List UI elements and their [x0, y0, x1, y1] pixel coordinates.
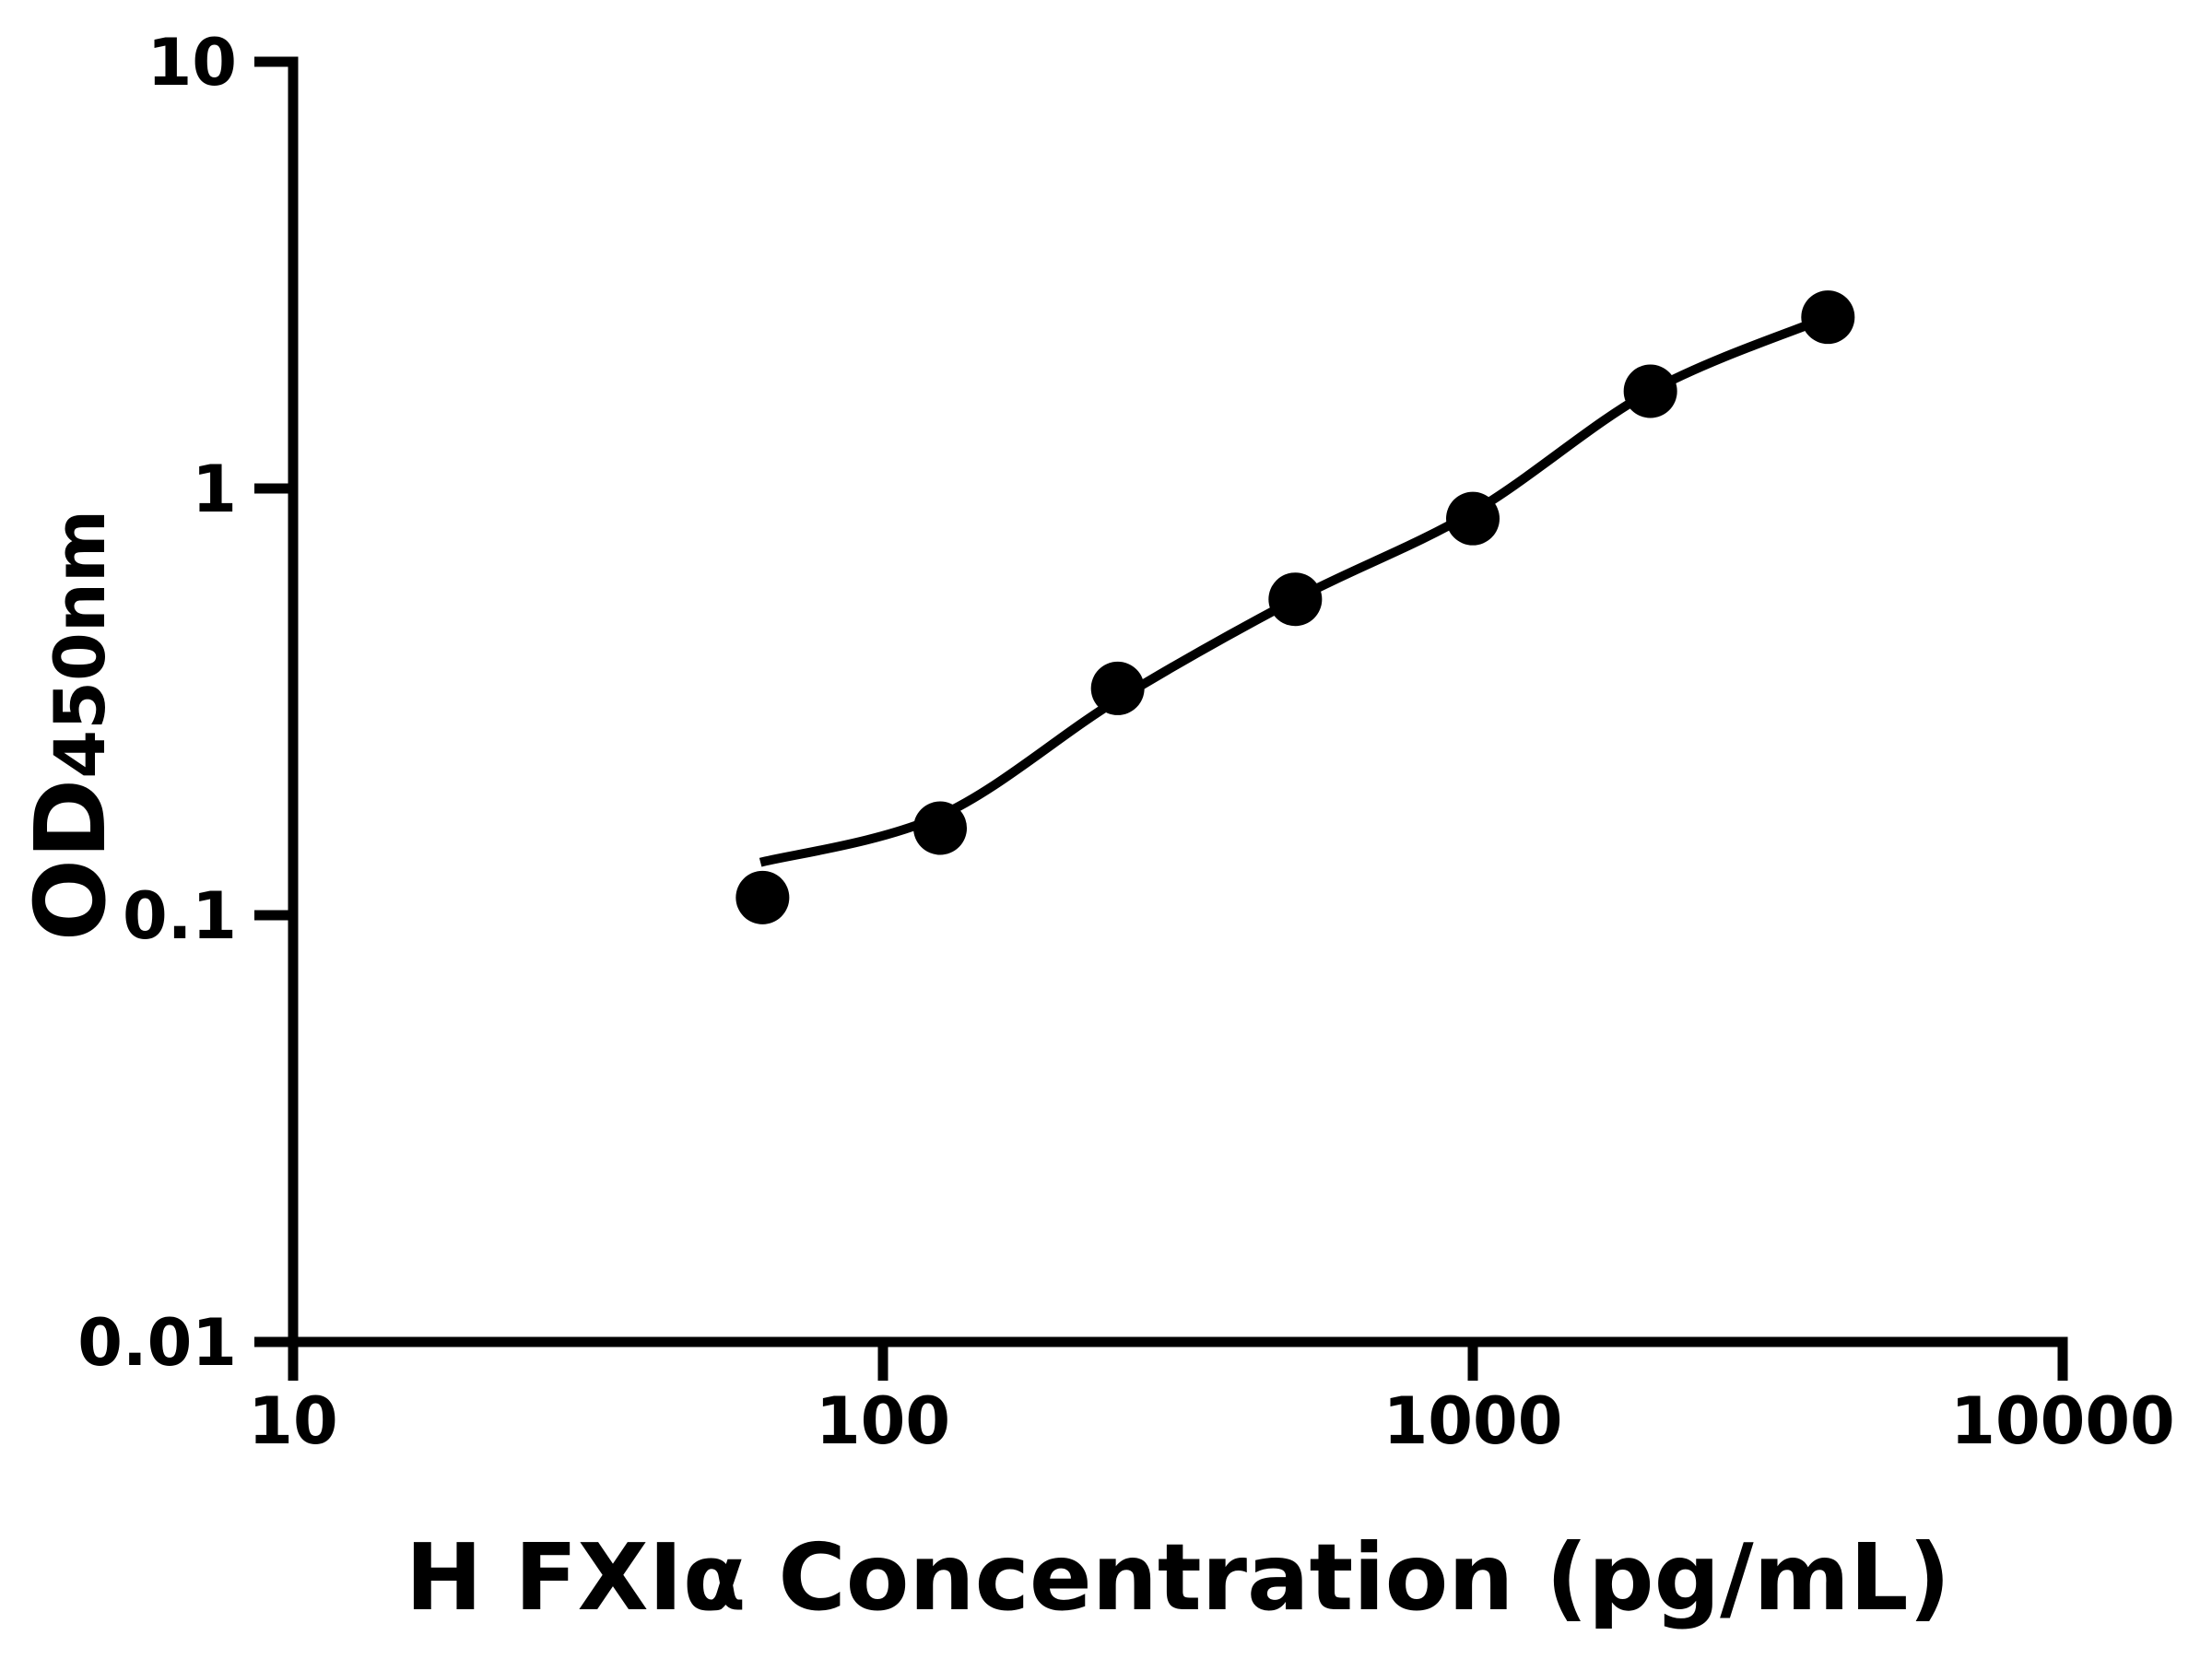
- y-tick-label: 1: [192, 452, 237, 527]
- data-point: [1090, 661, 1145, 715]
- data-point: [1801, 290, 1855, 345]
- x-tick-label: 100: [815, 1383, 951, 1459]
- data-point: [1446, 491, 1500, 546]
- y-axis-title-subscript: 450nm: [39, 509, 121, 779]
- data-point: [735, 870, 790, 924]
- y-tick-label: 0.1: [122, 878, 237, 954]
- x-tick-label: 10000: [1950, 1383, 2175, 1459]
- data-point: [913, 801, 968, 855]
- x-axis-title: H FXIα Concentration (pg/mL): [405, 1524, 1951, 1631]
- y-axis-title-text: OD450nm: [15, 509, 128, 941]
- data-point: [1623, 364, 1677, 418]
- x-tick-label: 10: [248, 1383, 338, 1459]
- y-tick-label: 10: [147, 25, 237, 100]
- y-tick-label: 0.01: [77, 1305, 237, 1381]
- x-tick-label: 1000: [1382, 1383, 1563, 1459]
- data-point: [1268, 572, 1323, 627]
